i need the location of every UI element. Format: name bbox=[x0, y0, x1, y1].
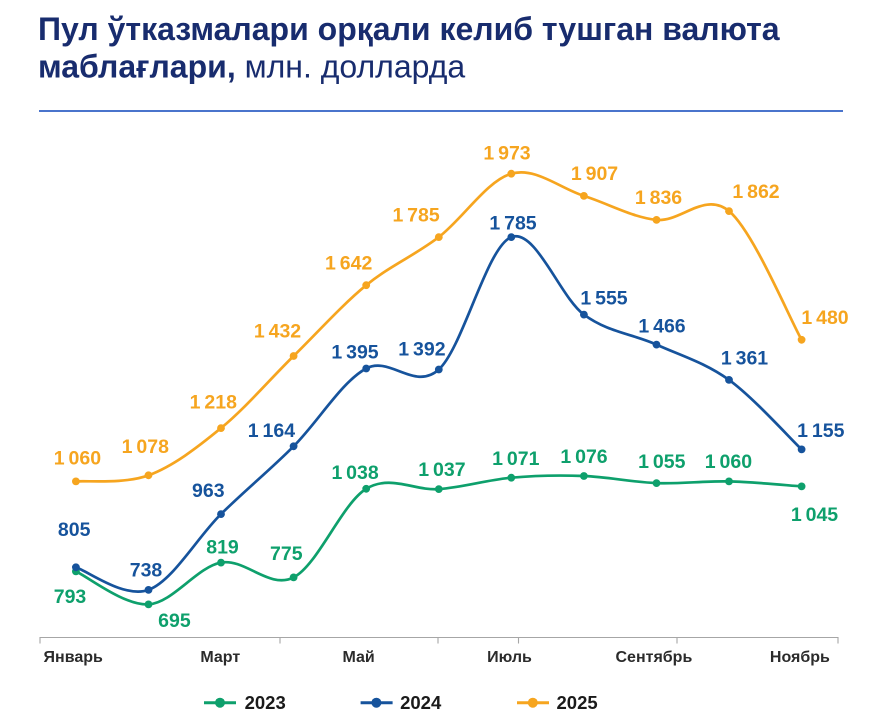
svg-text:Июль: Июль bbox=[487, 649, 532, 666]
svg-text:1 555: 1 555 bbox=[580, 288, 627, 310]
svg-text:1 055: 1 055 bbox=[638, 451, 685, 473]
svg-text:775: 775 bbox=[270, 543, 303, 565]
svg-text:1 078: 1 078 bbox=[122, 436, 169, 458]
svg-text:1 836: 1 836 bbox=[635, 187, 682, 209]
svg-text:1 480: 1 480 bbox=[801, 307, 848, 329]
svg-text:1 392: 1 392 bbox=[398, 339, 445, 361]
svg-text:1 785: 1 785 bbox=[392, 205, 439, 227]
svg-text:1 432: 1 432 bbox=[254, 321, 301, 343]
svg-text:1 071: 1 071 bbox=[492, 448, 539, 470]
svg-text:738: 738 bbox=[130, 559, 163, 581]
svg-text:1 038: 1 038 bbox=[331, 462, 378, 484]
svg-text:1 164: 1 164 bbox=[248, 420, 295, 442]
svg-text:1 076: 1 076 bbox=[560, 446, 607, 468]
svg-text:1 395: 1 395 bbox=[331, 342, 378, 364]
svg-text:1 907: 1 907 bbox=[571, 163, 618, 185]
svg-text:1 060: 1 060 bbox=[705, 451, 752, 473]
svg-text:1 973: 1 973 bbox=[483, 143, 530, 165]
svg-text:1 155: 1 155 bbox=[797, 420, 844, 442]
svg-text:1 218: 1 218 bbox=[190, 391, 237, 413]
svg-text:793: 793 bbox=[54, 586, 87, 608]
svg-text:1 642: 1 642 bbox=[325, 253, 372, 275]
svg-text:Май: Май bbox=[342, 649, 374, 666]
svg-text:Март: Март bbox=[200, 649, 240, 666]
svg-text:2024: 2024 bbox=[400, 692, 442, 713]
svg-text:1 785: 1 785 bbox=[489, 213, 536, 235]
svg-text:2023: 2023 bbox=[245, 692, 286, 713]
svg-text:Сентябрь: Сентябрь bbox=[616, 649, 693, 666]
svg-text:1 466: 1 466 bbox=[638, 316, 685, 338]
svg-text:2025: 2025 bbox=[557, 692, 598, 713]
svg-text:1 361: 1 361 bbox=[721, 348, 768, 370]
svg-text:805: 805 bbox=[58, 519, 91, 541]
svg-text:1 060: 1 060 bbox=[54, 448, 101, 470]
svg-text:963: 963 bbox=[192, 480, 225, 502]
svg-text:1 037: 1 037 bbox=[418, 459, 465, 481]
svg-text:Пул ўтказмалари орқали келиб т: Пул ўтказмалари орқали келиб тушган валю… bbox=[38, 11, 780, 47]
svg-text:1 045: 1 045 bbox=[791, 504, 838, 526]
svg-text:Ноябрь: Ноябрь bbox=[770, 649, 830, 666]
svg-text:819: 819 bbox=[206, 537, 239, 559]
svg-text:695: 695 bbox=[158, 610, 191, 632]
svg-text:Январь: Январь bbox=[44, 649, 103, 666]
svg-text:маблағлари, млн. долларда: маблағлари, млн. долларда bbox=[38, 49, 465, 85]
svg-text:1 862: 1 862 bbox=[732, 181, 779, 203]
